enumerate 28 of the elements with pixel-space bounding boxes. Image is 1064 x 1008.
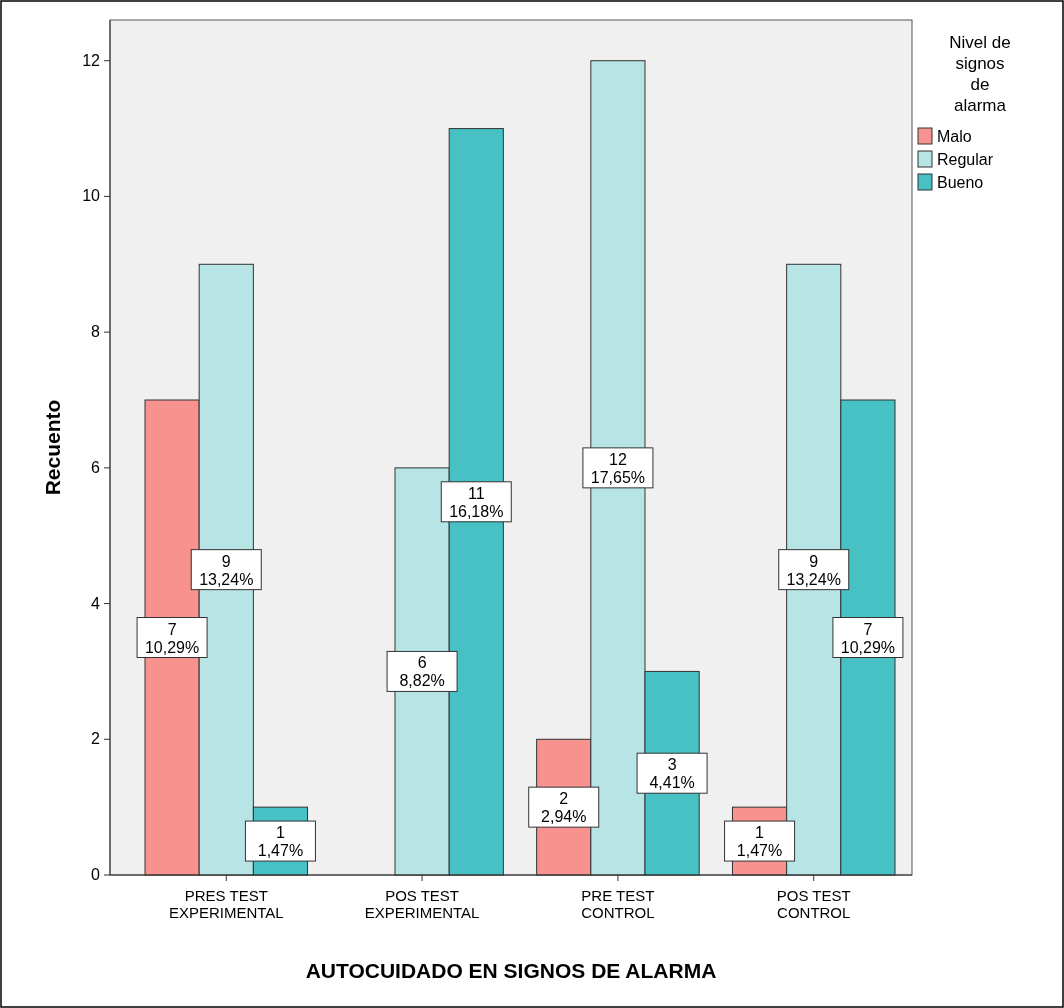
y-tick-label: 12	[82, 51, 101, 69]
x-axis-title: AUTOCUIDADO EN SIGNOS DE ALARMA	[305, 959, 717, 982]
data-label: 3 4,41%	[649, 756, 695, 792]
legend-label: Malo	[937, 128, 972, 145]
data-label: 9 13,24%	[786, 552, 841, 588]
x-tick-label: POS TEST EXPERIMENTAL	[364, 887, 480, 921]
y-tick-label: 8	[91, 323, 101, 341]
y-tick-label: 6	[91, 458, 101, 476]
data-label: 7 10,29%	[840, 620, 896, 656]
legend-label: Bueno	[937, 174, 984, 191]
y-tick-label: 0	[91, 866, 101, 883]
data-label: 11 16,18%	[449, 484, 504, 520]
legend-title: Nivel de signos de alarma	[949, 33, 1011, 115]
data-label: 9 13,24%	[199, 552, 254, 588]
y-axis-title: Recuento	[41, 399, 64, 496]
x-tick-label: PRE TEST CONTROL	[581, 887, 655, 921]
y-tick-label: 10	[82, 187, 101, 205]
data-label: 1 1,47%	[257, 824, 304, 860]
x-tick-label: PRES TEST EXPERIMENTAL	[168, 887, 284, 921]
data-label: 12 17,65%	[590, 450, 646, 486]
y-tick-label: 4	[91, 594, 101, 612]
legend-label: Regular	[937, 151, 994, 168]
data-label: 7 10,29%	[144, 620, 200, 656]
x-tick-label: POS TEST CONTROL	[776, 887, 851, 921]
data-label: 2 2,94%	[541, 790, 587, 826]
data-label: 1 1,47%	[736, 824, 783, 860]
y-tick-label: 2	[91, 730, 101, 748]
data-label: 6 8,82%	[399, 654, 445, 690]
